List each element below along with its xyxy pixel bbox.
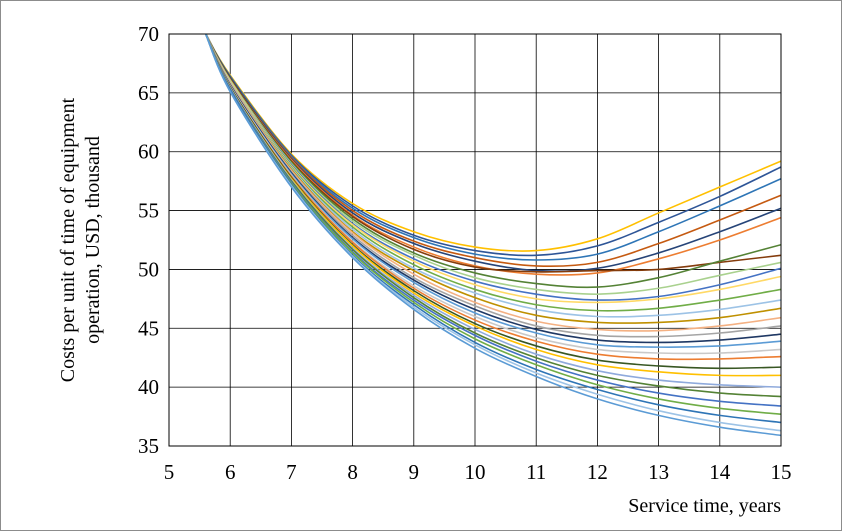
- x-tick-label: 9: [409, 460, 420, 484]
- x-tick-label: 8: [347, 460, 358, 484]
- series-line-13: [205, 34, 781, 318]
- y-tick-label: 40: [138, 375, 159, 399]
- x-tick-label: 13: [648, 460, 669, 484]
- plot-area: [168, 33, 782, 447]
- series-line-20: [204, 34, 781, 361]
- gridlines: [168, 33, 782, 447]
- x-axis-title: Service time, years: [628, 495, 781, 517]
- x-tick-label: 15: [771, 460, 792, 484]
- series-line-27: [204, 34, 781, 424]
- series-line-9: [205, 34, 781, 295]
- y-tick-label: 35: [138, 434, 159, 458]
- series-line-4: [205, 34, 781, 268]
- series-line-28: [204, 34, 781, 432]
- y-axis-title-line-2: operation, USD, thousand: [82, 136, 104, 344]
- x-tick-label: 7: [286, 460, 297, 484]
- y-axis-title: Costs per unit of time of equipment oper…: [57, 97, 104, 382]
- y-tick-label: 50: [138, 257, 159, 281]
- x-tick-label: 5: [164, 460, 175, 484]
- series-line-11: [205, 34, 781, 304]
- series-line-19: [204, 34, 781, 355]
- x-tick-labels: 5 6 7 8 9 10 11 12 13 14 15: [164, 460, 792, 484]
- y-tick-label: 45: [138, 316, 159, 340]
- x-tick-label: 12: [587, 460, 608, 484]
- x-tick-label: 10: [465, 460, 486, 484]
- y-tick-label: 65: [138, 81, 159, 105]
- series-line-5: [205, 34, 781, 272]
- series-lines: [204, 34, 781, 437]
- series-line-7: [205, 34, 781, 273]
- x-tick-label: 14: [709, 460, 731, 484]
- series-line-25: [204, 34, 781, 407]
- y-tick-label: 60: [138, 140, 159, 164]
- y-tick-labels: 35 40 45 50 55 60 65 70: [138, 22, 159, 458]
- x-tick-label: 11: [526, 460, 546, 484]
- series-line-18: [204, 34, 781, 348]
- y-tick-label: 55: [138, 199, 159, 223]
- series-line-3: [205, 34, 781, 261]
- x-tick-label: 6: [225, 460, 236, 484]
- y-tick-label: 70: [138, 22, 159, 46]
- series-line-2: [205, 34, 781, 257]
- series-line-1: [205, 34, 781, 252]
- series-line-29: [204, 34, 781, 437]
- series-line-21: [204, 34, 781, 370]
- y-axis-title-line-1: Costs per unit of time of equipment: [57, 97, 79, 382]
